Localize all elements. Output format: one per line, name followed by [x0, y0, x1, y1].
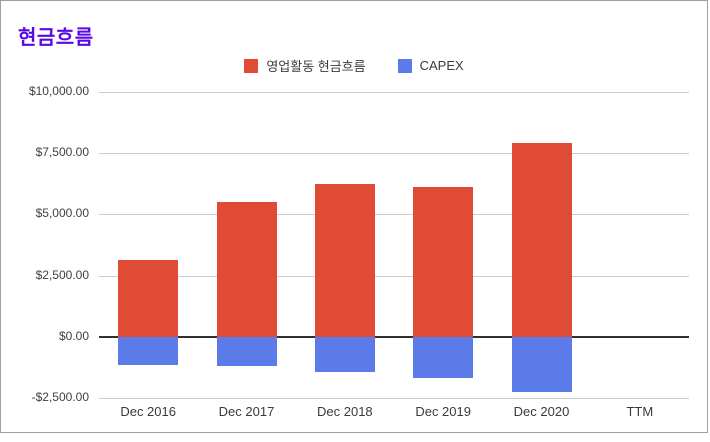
gridline: [99, 92, 689, 93]
x-axis-tick-label: Dec 2019: [415, 404, 471, 419]
bar-operating-cash-flow-dec-2017[interactable]: [216, 202, 277, 337]
bar-capex-dec-2019[interactable]: [413, 336, 474, 379]
gridline: [99, 275, 689, 277]
cash-flow-chart: $10,000.00 $7,500.00 $5,000.00 $2,500.00 $0.…: [1, 84, 707, 431]
x-axis-tick-label: Dec 2016: [120, 404, 176, 419]
legend-swatch-operating-icon: [244, 58, 259, 73]
bar-operating-cash-flow-dec-2020[interactable]: [511, 143, 572, 337]
legend-item-operating-cash-flow[interactable]: 영업활동 현금흐름: [244, 56, 366, 75]
x-axis-tick-label: Dec 2018: [317, 404, 373, 419]
bar-capex-dec-2016[interactable]: [118, 336, 179, 365]
y-axis-tick-label: $0.00: [58, 328, 89, 343]
zero-baseline: [99, 335, 689, 338]
chart-card: 현금흐름 영업활동 현금흐름 CAPEX $10,000.00 $7,500.00…: [0, 0, 708, 433]
x-axis-tick-label: Dec 2020: [513, 404, 570, 419]
x-axis-tick-label: Dec 2017: [218, 404, 275, 419]
legend-item-capex[interactable]: CAPEX: [397, 58, 464, 73]
legend-swatch-capex-icon: [397, 58, 412, 73]
legend-label-operating: 영업활동 현금흐름: [266, 59, 366, 74]
bar-capex-dec-2017[interactable]: [216, 336, 277, 367]
legend-label-capex: CAPEX: [419, 58, 464, 73]
legend: 영업활동 현금흐름 CAPEX: [1, 56, 707, 75]
plot-area: [99, 92, 689, 399]
y-axis-tick-label: $5,000.00: [35, 206, 89, 221]
bar-operating-cash-flow-dec-2018[interactable]: [314, 183, 375, 337]
x-axis-tick-label: TTM: [626, 404, 654, 419]
gridline: [99, 153, 689, 155]
y-axis-tick-label: -$2,500.00: [31, 390, 89, 404]
bar-operating-cash-flow-dec-2016[interactable]: [118, 259, 179, 337]
y-axis-tick-label: $2,500.00: [35, 267, 89, 282]
y-axis-tick-label: $7,500.00: [35, 145, 89, 160]
gridline: [99, 398, 689, 399]
gridline: [99, 214, 689, 216]
bar-capex-dec-2018[interactable]: [314, 336, 375, 373]
chart-title: 현금흐름: [18, 27, 94, 49]
y-axis-tick-label: $10,000.00: [28, 84, 89, 98]
bar-capex-dec-2020[interactable]: [511, 336, 572, 392]
bar-operating-cash-flow-dec-2019[interactable]: [413, 187, 474, 337]
